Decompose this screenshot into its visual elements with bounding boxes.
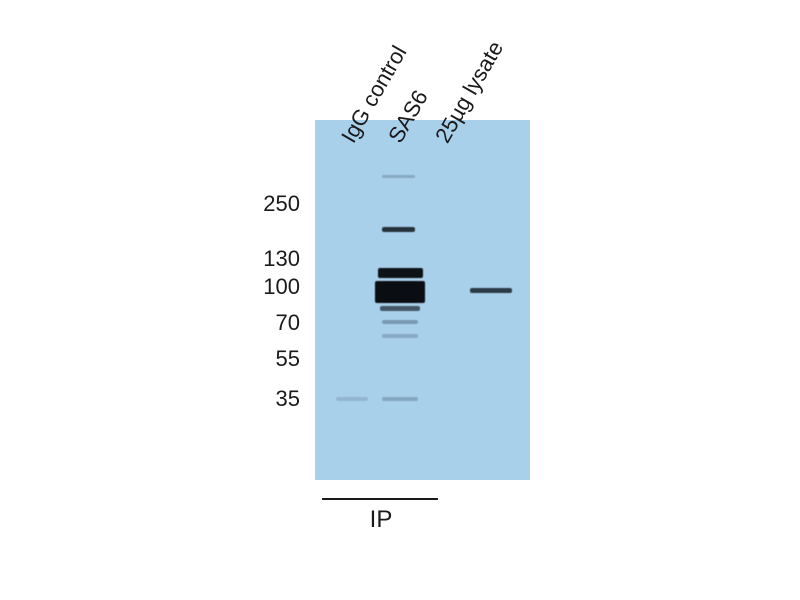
mw-label-100: 100	[240, 274, 300, 300]
mw-label-35: 35	[240, 386, 300, 412]
blot-band	[470, 288, 512, 293]
western-blot-figure: IgG control SAS6 25µg lysate 250 130 100…	[0, 0, 800, 600]
blot-band	[382, 320, 418, 324]
blot-band	[382, 175, 415, 178]
ip-label: IP	[326, 506, 436, 534]
mw-label-70: 70	[240, 310, 300, 336]
blot-band	[378, 268, 423, 278]
blot-band	[380, 306, 420, 311]
mw-label-250: 250	[240, 191, 300, 217]
blot-band	[336, 397, 368, 401]
ip-bracket-bar	[322, 498, 438, 500]
blot-band	[382, 227, 415, 232]
mw-label-55: 55	[240, 346, 300, 372]
blot-band	[375, 281, 425, 303]
blot-band	[382, 334, 418, 338]
blot-band	[382, 397, 418, 401]
mw-label-130: 130	[240, 246, 300, 272]
